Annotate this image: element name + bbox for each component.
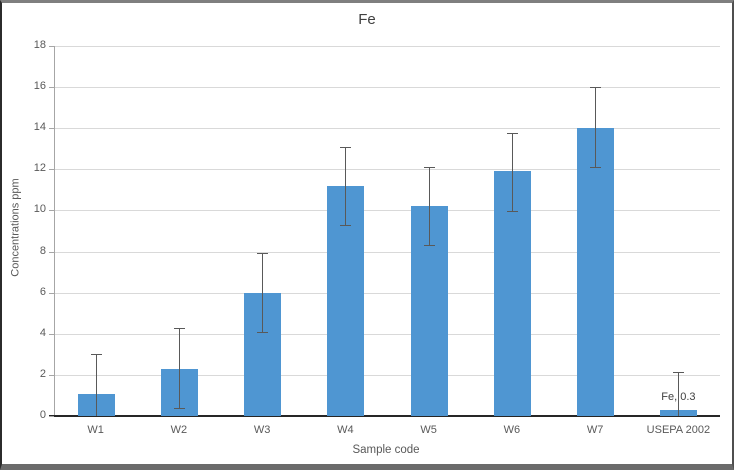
bar-data-label: Fe, 0.3 bbox=[661, 390, 696, 403]
error-bar-cap-bottom bbox=[590, 167, 601, 169]
y-axis-tick bbox=[49, 293, 54, 294]
error-bar-cap-bottom bbox=[507, 211, 518, 213]
y-axis-tick bbox=[49, 252, 54, 253]
x-tick-label: W3 bbox=[253, 424, 271, 436]
y-tick-label: 6 bbox=[39, 286, 46, 298]
error-bar-cap-top bbox=[424, 167, 435, 169]
y-axis-tick bbox=[49, 210, 54, 211]
y-tick-label: 18 bbox=[33, 39, 46, 51]
error-bar-cap-top bbox=[340, 146, 351, 148]
gridline bbox=[55, 169, 720, 170]
error-bar-cap-top bbox=[174, 327, 185, 329]
y-tick-label: 2 bbox=[39, 368, 46, 380]
y-axis-tick bbox=[49, 375, 54, 376]
bar-w7 bbox=[576, 128, 614, 416]
gridline bbox=[55, 46, 720, 47]
gridline bbox=[55, 334, 720, 335]
error-bar bbox=[179, 327, 180, 408]
y-axis-tick bbox=[49, 128, 54, 129]
x-tick-label: W7 bbox=[586, 424, 604, 436]
error-bar-cap-bottom bbox=[424, 245, 435, 247]
y-tick-label: 10 bbox=[33, 203, 46, 215]
chart-title: Fe bbox=[358, 11, 376, 28]
error-bar bbox=[512, 133, 513, 212]
gridline bbox=[55, 87, 720, 88]
y-tick-label: 4 bbox=[39, 327, 46, 339]
plot-area: 0 2 4 6 8 10 12 14 16 18 W1 W2 W3 W4 W5 W6 W7 USEPA 2002 F… bbox=[34, 39, 720, 436]
error-bar-cap-top bbox=[91, 354, 102, 356]
error-bar bbox=[595, 87, 596, 168]
x-tick-label: USEPA 2002 bbox=[646, 424, 711, 436]
error-bar-cap-top bbox=[507, 133, 518, 135]
x-tick-label: W2 bbox=[170, 424, 188, 436]
error-bar-cap-bottom bbox=[340, 224, 351, 226]
x-tick-label: W6 bbox=[503, 424, 521, 436]
x-axis-title: Sample code bbox=[352, 444, 420, 456]
error-bar-cap-top bbox=[590, 87, 601, 89]
gridline bbox=[55, 375, 720, 376]
error-bar bbox=[345, 146, 346, 225]
y-tick-label: 16 bbox=[33, 80, 46, 92]
x-axis-line bbox=[49, 415, 720, 417]
gridline bbox=[55, 210, 720, 211]
y-axis-tick bbox=[49, 46, 54, 47]
y-tick-label: 12 bbox=[33, 162, 46, 174]
y-tick-label: 14 bbox=[33, 121, 46, 133]
x-tick-label: W4 bbox=[337, 424, 354, 436]
error-bar-cap-top bbox=[257, 252, 268, 254]
error-bar bbox=[678, 371, 679, 416]
error-bar-cap-bottom bbox=[257, 331, 268, 333]
error-bar bbox=[96, 354, 97, 416]
error-bar-cap-bottom bbox=[174, 407, 185, 409]
error-bar bbox=[262, 252, 263, 332]
y-tick-label: 8 bbox=[39, 245, 46, 257]
x-tick-label: W1 bbox=[87, 424, 104, 436]
gridline bbox=[55, 293, 720, 294]
y-tick-label: 0 bbox=[39, 409, 46, 421]
error-bar-cap-top bbox=[673, 371, 684, 373]
error-bar bbox=[429, 167, 430, 246]
gridline bbox=[55, 128, 720, 129]
y-axis-tick bbox=[49, 416, 54, 417]
y-axis-line bbox=[54, 46, 55, 416]
gridline bbox=[55, 252, 720, 253]
y-axis-tick bbox=[49, 334, 54, 335]
y-axis-tick bbox=[49, 87, 54, 88]
x-tick-label: W5 bbox=[420, 424, 437, 436]
y-axis-tick bbox=[49, 169, 54, 170]
